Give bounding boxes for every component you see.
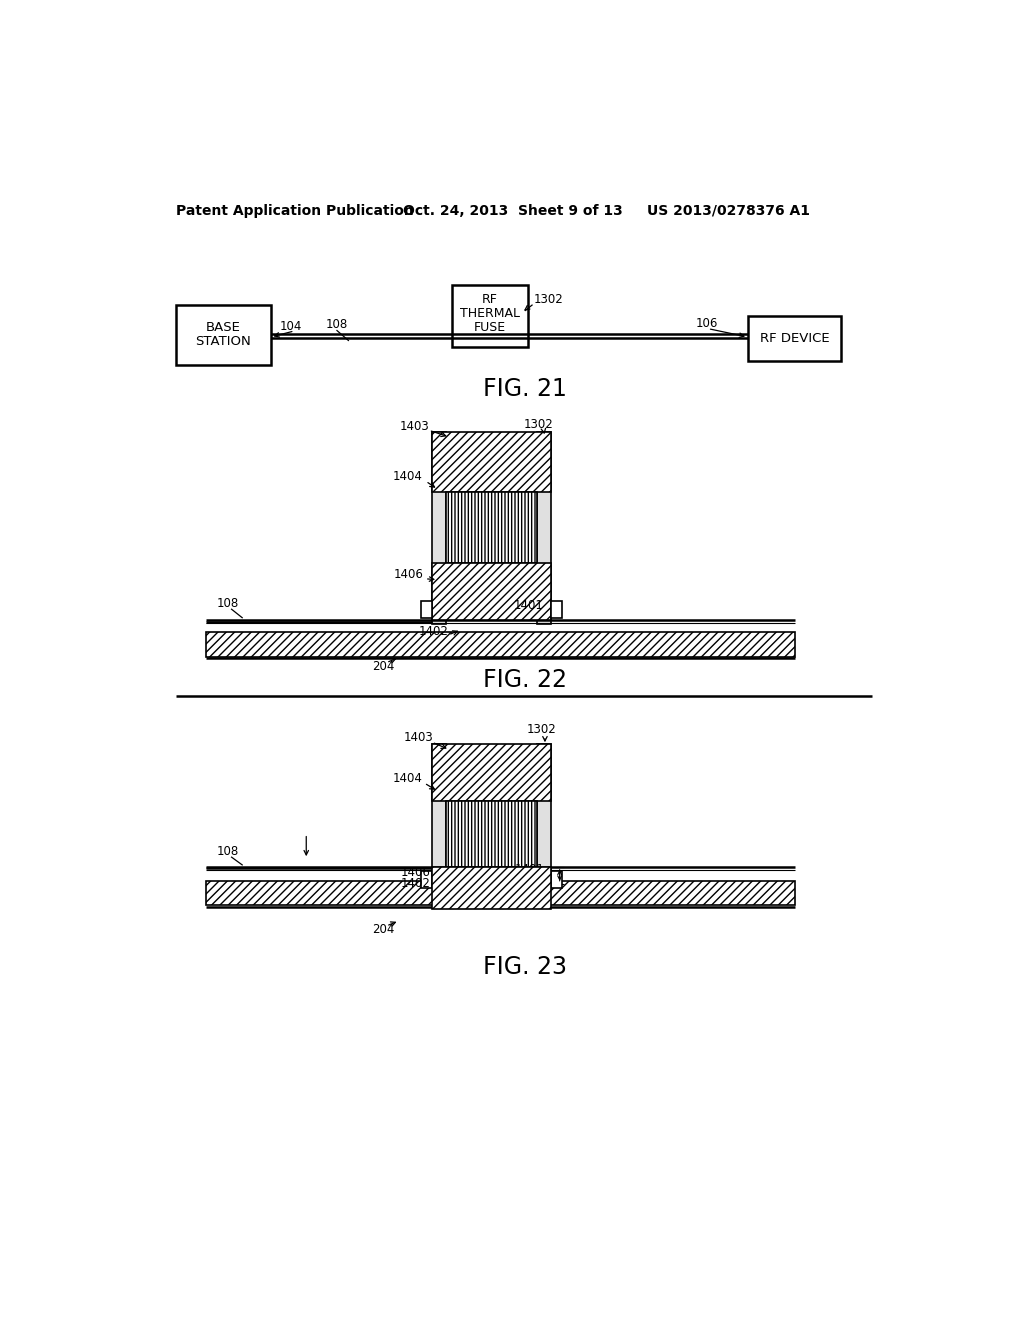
- Text: Oct. 24, 2013  Sheet 9 of 13: Oct. 24, 2013 Sheet 9 of 13: [403, 203, 623, 218]
- Bar: [551, 601, 562, 618]
- Text: BASE: BASE: [206, 321, 241, 334]
- Bar: [176, 305, 270, 364]
- Bar: [432, 432, 551, 492]
- Text: 204: 204: [372, 924, 394, 936]
- Bar: [432, 743, 445, 874]
- Text: 1402: 1402: [400, 878, 431, 890]
- Bar: [551, 871, 562, 887]
- Bar: [206, 632, 795, 656]
- Text: FUSE: FUSE: [474, 321, 506, 334]
- Text: 1402: 1402: [419, 624, 449, 638]
- Bar: [538, 743, 551, 874]
- Bar: [748, 317, 841, 360]
- Bar: [432, 743, 551, 801]
- Text: THERMAL: THERMAL: [460, 306, 520, 319]
- Text: FIG. 23: FIG. 23: [482, 954, 567, 979]
- Bar: [445, 801, 538, 867]
- Text: 108: 108: [217, 597, 240, 610]
- Text: 108: 108: [217, 845, 240, 858]
- Text: FIG. 21: FIG. 21: [483, 378, 566, 401]
- Text: 106: 106: [695, 317, 718, 330]
- Bar: [452, 285, 528, 347]
- Text: 108: 108: [326, 318, 348, 331]
- Text: 1401: 1401: [513, 599, 543, 612]
- Text: 204: 204: [372, 660, 394, 673]
- Text: Patent Application Publication: Patent Application Publication: [176, 203, 414, 218]
- Text: STATION: STATION: [196, 335, 251, 348]
- Text: 1401: 1401: [515, 863, 545, 876]
- Bar: [432, 432, 445, 624]
- Text: RF DEVICE: RF DEVICE: [760, 333, 829, 345]
- Text: 1404: 1404: [393, 772, 423, 785]
- Text: 1302: 1302: [523, 417, 553, 430]
- Bar: [432, 867, 551, 909]
- Text: FIG. 22: FIG. 22: [482, 668, 567, 693]
- Text: US 2013/0278376 A1: US 2013/0278376 A1: [647, 203, 810, 218]
- Text: 1406: 1406: [394, 568, 424, 581]
- Bar: [445, 492, 538, 562]
- Text: RF: RF: [482, 293, 498, 306]
- Bar: [538, 432, 551, 624]
- Bar: [421, 871, 432, 887]
- Text: 1403: 1403: [399, 420, 429, 433]
- Text: 1403: 1403: [403, 731, 433, 744]
- Text: 1302: 1302: [535, 293, 564, 306]
- Text: 104: 104: [280, 319, 302, 333]
- Bar: [432, 562, 551, 620]
- Text: 1302: 1302: [526, 723, 556, 737]
- Text: 1404: 1404: [393, 470, 423, 483]
- Bar: [421, 601, 432, 618]
- Bar: [206, 880, 795, 906]
- Text: 1406: 1406: [400, 866, 431, 879]
